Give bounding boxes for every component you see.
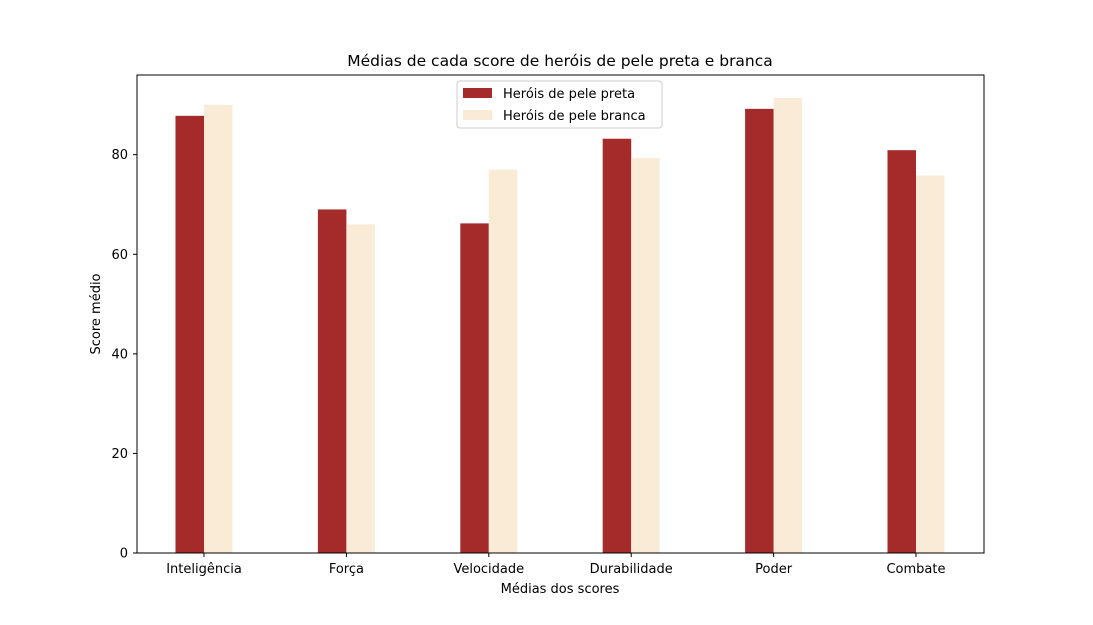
bar-black-skin-1 — [317, 209, 347, 553]
bar-white-skin-5 — [916, 175, 945, 553]
bar-black-skin-2 — [460, 223, 489, 553]
bar-black-skin-3 — [602, 138, 632, 554]
bar-white-skin-0 — [204, 104, 233, 554]
bar-black-skin-5 — [887, 150, 916, 553]
y-axis-ticks: 0 20 40 60 80 — [111, 148, 137, 562]
chart-title: Médias de cada score de heróis de pele p… — [347, 52, 773, 70]
legend-swatch-white-skin — [463, 110, 492, 120]
bar-black-skin-4 — [745, 108, 774, 554]
bar-white-skin-2 — [488, 169, 518, 553]
x-axis-ticks: Inteligência Força Velocidade Durabilidade P… — [166, 553, 946, 577]
x-tick-label-1: Força — [329, 562, 364, 577]
legend-label-black-skin: Heróis de pele preta — [503, 87, 635, 102]
y-tick-label-0: 0 — [120, 547, 128, 562]
legend: Heróis de pele preta Heróis de pele bran… — [456, 80, 663, 129]
bars-layer — [175, 97, 945, 554]
legend-label-white-skin: Heróis de pele branca — [503, 109, 646, 124]
bar-white-skin-3 — [631, 158, 660, 553]
legend-frame — [456, 80, 663, 129]
x-axis-label: Médias dos scores — [501, 582, 620, 597]
y-tick-label-1: 20 — [111, 447, 128, 462]
y-tick-label-3: 60 — [111, 248, 128, 263]
legend-swatch-black-skin — [463, 88, 492, 98]
x-tick-label-0: Inteligência — [166, 562, 242, 577]
bar-black-skin-0 — [175, 115, 204, 553]
x-tick-label-4: Poder — [755, 562, 793, 577]
bar-white-skin-4 — [773, 97, 803, 554]
x-tick-label-2: Velocidade — [453, 562, 524, 577]
y-tick-label-2: 40 — [111, 347, 128, 362]
x-tick-label-5: Combate — [886, 562, 945, 577]
y-axis-label: Score médio — [89, 273, 104, 354]
bar-white-skin-1 — [346, 224, 375, 554]
x-tick-label-3: Durabilidade — [590, 562, 673, 577]
plot-frame — [136, 74, 985, 554]
y-tick-label-4: 80 — [111, 148, 128, 163]
